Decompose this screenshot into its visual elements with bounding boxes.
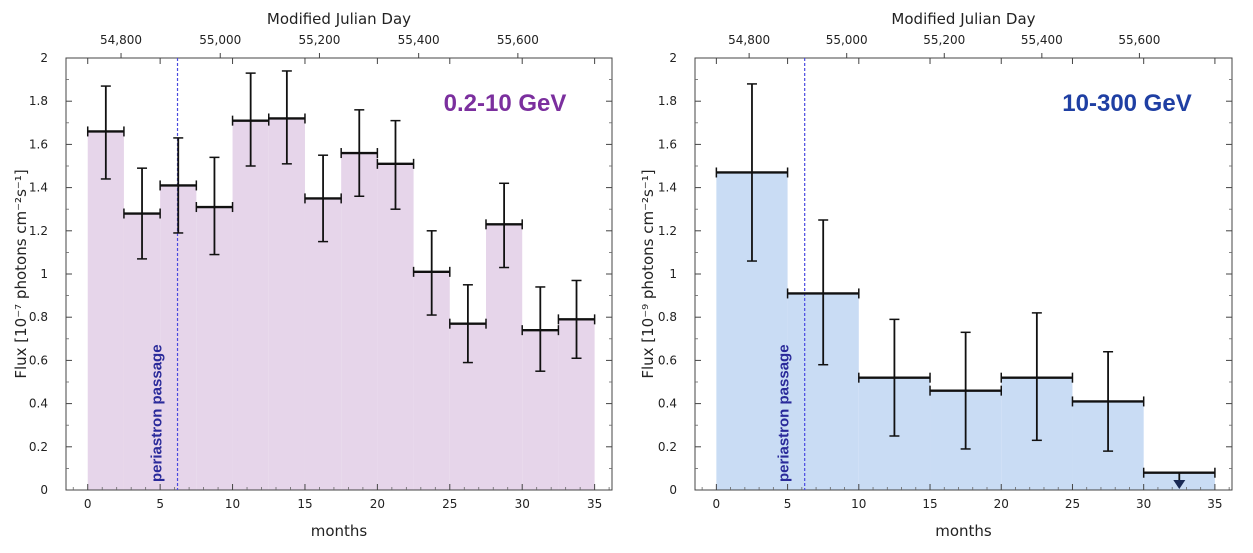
energy-band-label: 10-300 GeV bbox=[1062, 90, 1191, 117]
top-tick-label: 55,600 bbox=[497, 33, 539, 47]
periastron-label: periastron passage bbox=[149, 344, 166, 482]
y-tick-label: 2 bbox=[40, 51, 48, 65]
x-tick-label: 20 bbox=[994, 497, 1009, 511]
upper-limit-arrow-icon bbox=[1173, 480, 1186, 489]
x-tick-label: 10 bbox=[851, 497, 866, 511]
x-tick-label: 5 bbox=[784, 497, 792, 511]
top-tick-label: 55,600 bbox=[1118, 33, 1160, 47]
y-tick-label: 1.6 bbox=[29, 137, 48, 151]
x-tick-label: 5 bbox=[156, 497, 164, 511]
x-tick-label: 25 bbox=[1065, 497, 1080, 511]
x-axis-title: months bbox=[935, 522, 992, 540]
x-axis-title: months bbox=[311, 522, 368, 540]
top-tick-label: 55,200 bbox=[298, 33, 340, 47]
histogram-bar bbox=[486, 224, 523, 490]
x-tick-label: 15 bbox=[922, 497, 937, 511]
y-tick-label: 1.4 bbox=[658, 181, 677, 195]
histogram-bar bbox=[160, 185, 197, 490]
y-tick-label: 0.4 bbox=[658, 397, 677, 411]
periastron-label: periastron passage bbox=[776, 344, 793, 482]
top-axis-title: Modified Julian Day bbox=[267, 10, 411, 28]
y-tick-label: 1.2 bbox=[29, 224, 48, 238]
y-tick-label: 1.8 bbox=[658, 94, 677, 108]
x-tick-label: 25 bbox=[442, 497, 457, 511]
y-tick-label: 0.8 bbox=[658, 310, 677, 324]
histogram-bar bbox=[232, 120, 269, 490]
histogram-bar bbox=[377, 163, 414, 490]
y-tick-label: 0.6 bbox=[658, 353, 677, 367]
x-tick-label: 35 bbox=[587, 497, 602, 511]
histogram-bar bbox=[268, 118, 305, 490]
chart-panel-right: 0 5 10 15 20 25 30 35 0 0.2 0.4 0.6 0.8 1 1.2 1.4 1.6 1.8… bbox=[639, 10, 1233, 540]
top-tick-label: 55,000 bbox=[199, 33, 241, 47]
y-tick-label: 1.4 bbox=[29, 181, 48, 195]
y-tick-label: 2 bbox=[669, 51, 677, 65]
y-tick-label: 0.2 bbox=[29, 440, 48, 454]
histogram-bar bbox=[304, 198, 342, 490]
chart-panel-left: 0 5 10 15 20 25 30 35 0 0.2 0.4 0.6 0.8 1 1.2 1.4 1.6 1.8… bbox=[12, 10, 613, 540]
y-tick-label: 0 bbox=[669, 483, 677, 497]
histogram-bar bbox=[87, 131, 124, 490]
top-tick-label: 55,000 bbox=[826, 33, 868, 47]
y-tick-label: 1 bbox=[40, 267, 48, 281]
y-tick-label: 0.2 bbox=[658, 440, 677, 454]
top-tick-label: 55,400 bbox=[1021, 33, 1063, 47]
x-tick-label: 0 bbox=[84, 497, 92, 511]
x-tick-label: 15 bbox=[297, 497, 312, 511]
y-tick-label: 1 bbox=[669, 267, 677, 281]
top-tick-label: 55,400 bbox=[398, 33, 440, 47]
y-tick-label: 0 bbox=[40, 483, 48, 497]
top-tick-label: 54,800 bbox=[728, 33, 770, 47]
y-axis-title: Flux [10⁻⁷ photons cm⁻²s⁻¹] bbox=[12, 169, 30, 378]
y-tick-label: 1.8 bbox=[29, 94, 48, 108]
y-tick-label: 0.8 bbox=[29, 310, 48, 324]
histogram-bar bbox=[341, 153, 378, 491]
y-axis-title: Flux [10⁻⁹ photons cm⁻²s⁻¹] bbox=[639, 169, 657, 378]
top-tick-label: 55,200 bbox=[923, 33, 965, 47]
x-tick-label: 0 bbox=[713, 497, 721, 511]
y-tick-label: 1.6 bbox=[658, 137, 677, 151]
x-tick-label: 35 bbox=[1207, 497, 1222, 511]
x-tick-label: 30 bbox=[1136, 497, 1151, 511]
y-tick-label: 0.4 bbox=[29, 397, 48, 411]
x-tick-label: 30 bbox=[515, 497, 530, 511]
energy-band-label: 0.2-10 GeV bbox=[444, 90, 567, 117]
top-axis-title: Modified Julian Day bbox=[891, 10, 1035, 28]
y-tick-label: 1.2 bbox=[658, 224, 677, 238]
y-tick-label: 0.6 bbox=[29, 353, 48, 367]
x-tick-label: 20 bbox=[370, 497, 385, 511]
x-tick-label: 10 bbox=[225, 497, 240, 511]
top-tick-label: 54,800 bbox=[100, 33, 142, 47]
